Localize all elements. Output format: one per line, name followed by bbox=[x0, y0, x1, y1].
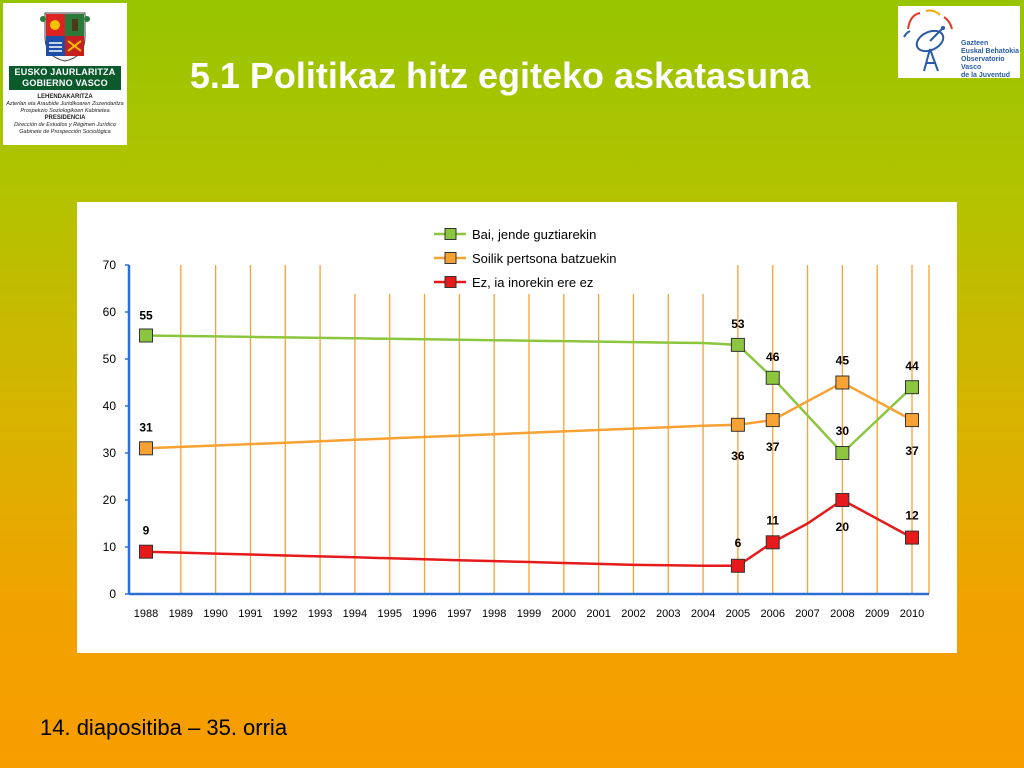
data-point bbox=[730, 337, 745, 352]
data-label: 12 bbox=[905, 509, 919, 523]
data-label: 46 bbox=[766, 350, 780, 364]
gobierno-vasco-logo: EUSKO JAURLARITZA GOBIERNO VASCO LEHENDA… bbox=[3, 3, 127, 145]
data-point bbox=[835, 446, 850, 460]
observatory-line: Observatorio Vasco bbox=[961, 56, 1005, 71]
x-tick-label: 1991 bbox=[238, 608, 262, 620]
data-label: 55 bbox=[139, 309, 153, 323]
data-point bbox=[835, 493, 850, 507]
legend-marker bbox=[444, 276, 457, 288]
gobierno-vasco-wordmark: EUSKO JAURLARITZA GOBIERNO VASCO bbox=[9, 66, 121, 90]
data-label: 45 bbox=[836, 354, 850, 368]
line-chart: 0 10 20 30 40 50 60 70 1988 1989 1990 1991 1992 1993 1… bbox=[103, 227, 930, 620]
data-point bbox=[730, 558, 745, 573]
logo-subtext-line: PRESIDENCIA bbox=[44, 115, 86, 121]
y-tick-label: 30 bbox=[103, 446, 117, 460]
x-tick-label: 1998 bbox=[482, 608, 506, 620]
x-tick-label: 2002 bbox=[621, 608, 645, 620]
x-tick-label: 2010 bbox=[900, 608, 924, 620]
data-point bbox=[765, 413, 780, 428]
observatory-line: de la Juventud bbox=[961, 72, 1011, 79]
data-point bbox=[139, 441, 153, 456]
series-line bbox=[145, 334, 913, 455]
data-label: 37 bbox=[766, 440, 780, 454]
data-label: 20 bbox=[836, 520, 850, 534]
x-tick-label: 2004 bbox=[691, 608, 715, 620]
chart-panel: 0 10 20 30 40 50 60 70 1988 1989 1990 1991 1992 1993 1… bbox=[77, 202, 957, 653]
data-label: 11 bbox=[766, 513, 779, 527]
logo-subtext-line: Prospekzio Soziologikoen Kabinetea bbox=[20, 108, 110, 114]
x-tick-label: 2006 bbox=[760, 608, 784, 620]
data-label: 31 bbox=[139, 420, 153, 434]
data-label: 9 bbox=[143, 524, 150, 538]
legend-marker bbox=[444, 228, 457, 240]
data-point bbox=[905, 530, 919, 545]
data-label: 6 bbox=[735, 536, 742, 550]
data-label: 30 bbox=[836, 424, 850, 438]
logo-subtext-line: LEHENDAKARITZA bbox=[37, 94, 93, 100]
legend-entry: Ez, ia inorekin ere ez bbox=[472, 275, 593, 290]
y-tick-label: 50 bbox=[103, 352, 117, 366]
observatory-wordmark: Gazteen Euskal Behatokia Observatorio Va… bbox=[961, 40, 1020, 80]
logo-subtext-line: Azterlan eta Araubide Juridikoaren Zuzen… bbox=[6, 101, 124, 107]
y-tick-label: 20 bbox=[103, 493, 117, 507]
slide-footer: 14. diapositiba – 35. orria bbox=[40, 715, 288, 740]
logo-subtext-line: Dirección de Estudios y Régimen Jurídico bbox=[14, 122, 116, 128]
x-tick-label: 2001 bbox=[586, 608, 610, 620]
y-tick-label: 60 bbox=[103, 305, 117, 319]
series-line bbox=[145, 498, 913, 568]
x-tick-label: 2007 bbox=[795, 608, 819, 620]
x-tick-label: 1989 bbox=[169, 608, 193, 620]
logo-subtext: LEHENDAKARITZA Azterlan eta Araubide Jur… bbox=[3, 94, 127, 136]
satellite-dish-icon bbox=[903, 9, 953, 72]
data-label: 53 bbox=[731, 317, 745, 331]
data-point bbox=[905, 413, 919, 428]
x-tick-label: 2003 bbox=[656, 608, 680, 620]
data-point bbox=[139, 544, 153, 559]
observatory-line: Gazteen bbox=[961, 40, 989, 47]
y-tick-label: 40 bbox=[103, 399, 117, 413]
x-tick-label: 1992 bbox=[273, 608, 297, 620]
data-point bbox=[139, 328, 153, 343]
youth-observatory-logo: Gazteen Euskal Behatokia Observatorio Va… bbox=[898, 6, 1020, 80]
logo-line-1: EUSKO JAURLARITZA bbox=[14, 67, 116, 77]
legend-marker bbox=[444, 252, 457, 264]
y-tick-label: 10 bbox=[103, 540, 117, 554]
x-tick-label: 2009 bbox=[865, 608, 889, 620]
x-tick-label: 1999 bbox=[517, 608, 541, 620]
coat-of-arms-icon bbox=[40, 12, 90, 62]
x-tick-label: 2000 bbox=[552, 608, 576, 620]
x-tick-label: 1994 bbox=[343, 608, 367, 620]
logo-line-2: GOBIERNO VASCO bbox=[22, 78, 108, 88]
x-tick-label: 1990 bbox=[203, 608, 227, 620]
x-tick-label: 1995 bbox=[377, 608, 401, 620]
y-tick-label: 70 bbox=[103, 258, 117, 272]
slide-title: 5.1 Politikaz hitz egiteko askatasuna bbox=[189, 55, 811, 96]
x-tick-label: 1996 bbox=[412, 608, 436, 620]
data-label: 44 bbox=[905, 359, 919, 373]
x-tick-label: 1988 bbox=[134, 608, 158, 620]
logo-subtext-line: Gabinete de Prospección Sociológica bbox=[19, 129, 111, 135]
series-line bbox=[145, 381, 913, 450]
legend-entry: Soilik pertsona batzuekin bbox=[472, 251, 617, 266]
data-point bbox=[905, 380, 919, 395]
x-tick-label: 2008 bbox=[830, 608, 854, 620]
y-tick-label: 0 bbox=[109, 587, 116, 601]
legend-entry: Bai, jende guztiarekin bbox=[472, 227, 596, 242]
data-label: 36 bbox=[731, 449, 745, 463]
data-point bbox=[730, 417, 745, 432]
data-point bbox=[835, 375, 850, 390]
x-tick-label: 1993 bbox=[308, 608, 332, 620]
x-tick-label: 1997 bbox=[447, 608, 471, 620]
x-tick-label: 2005 bbox=[726, 608, 750, 620]
data-label: 37 bbox=[905, 444, 919, 458]
data-point bbox=[765, 370, 780, 385]
data-point bbox=[765, 535, 780, 550]
observatory-line: Euskal Behatokia bbox=[961, 48, 1019, 55]
